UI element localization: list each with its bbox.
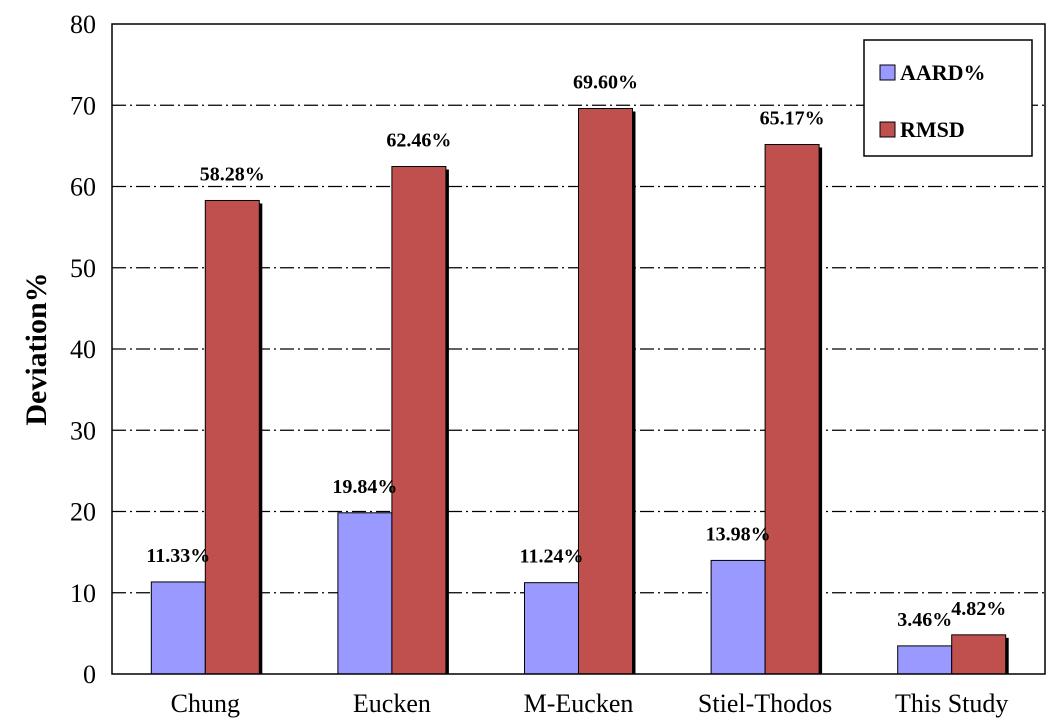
y-tick-label: 70: [70, 91, 96, 120]
x-category-label: Chung: [171, 689, 240, 718]
y-tick-label: 10: [70, 579, 96, 608]
bar-rmsd-0: [204, 199, 260, 675]
data-label: 65.17%: [760, 107, 825, 129]
legend-label-aard: AARD%: [900, 60, 986, 85]
bar-rmsd-4: [951, 634, 1007, 675]
y-tick-label: 20: [70, 498, 96, 527]
bar-aard-4: [897, 645, 953, 675]
y-tick-label: 80: [70, 10, 96, 39]
bar-aard-1: [337, 512, 393, 675]
data-label: 19.84%: [332, 476, 397, 498]
x-axis-categories: Chung Eucken M-Eucken Stiel-Thodos This Stud…: [171, 689, 1009, 718]
data-label: 11.24%: [520, 546, 584, 568]
data-label: 58.28%: [200, 163, 265, 185]
legend-label-rmsd: RMSD: [900, 117, 965, 142]
bar-aard-2: [524, 582, 579, 675]
y-axis-label: Deviation%: [20, 272, 53, 425]
data-label: 13.98%: [706, 523, 771, 545]
y-tick-label: 60: [70, 173, 96, 202]
bar-rmsd-1: [391, 166, 447, 675]
y-tick-label: 40: [70, 335, 96, 364]
y-tick-label: 30: [70, 416, 96, 445]
x-category-label: Stiel-Thodos: [698, 689, 832, 718]
bar-rmsd-3: [764, 143, 820, 675]
data-labels: 11.33% 58.28% 19.84% 62.46% 11.24% 69.60% 13.9…: [146, 72, 1006, 631]
y-tick-label: 0: [83, 660, 96, 689]
data-label: 69.60%: [573, 72, 638, 94]
x-category-label: Eucken: [353, 689, 431, 718]
y-axis-ticks: 0 10 20 30 40 50 60 70 80: [70, 10, 96, 689]
legend: AARD% RMSD: [863, 39, 1033, 157]
x-category-label: This Study: [895, 689, 1008, 718]
plot-area-border: [111, 23, 1046, 675]
data-label: 4.82%: [951, 598, 1006, 620]
x-category-label: M-Eucken: [524, 689, 634, 718]
bar-aard-3: [710, 559, 766, 675]
bar-aard-0: [150, 581, 206, 675]
data-label: 11.33%: [146, 545, 210, 567]
bars: [150, 108, 1009, 675]
data-label: 62.46%: [386, 130, 451, 152]
data-label: 3.46%: [897, 609, 952, 631]
legend-swatch-aard: [879, 64, 896, 81]
bar-rmsd-2: [578, 108, 633, 675]
legend-swatch-rmsd: [879, 121, 896, 138]
y-tick-label: 50: [70, 254, 96, 283]
